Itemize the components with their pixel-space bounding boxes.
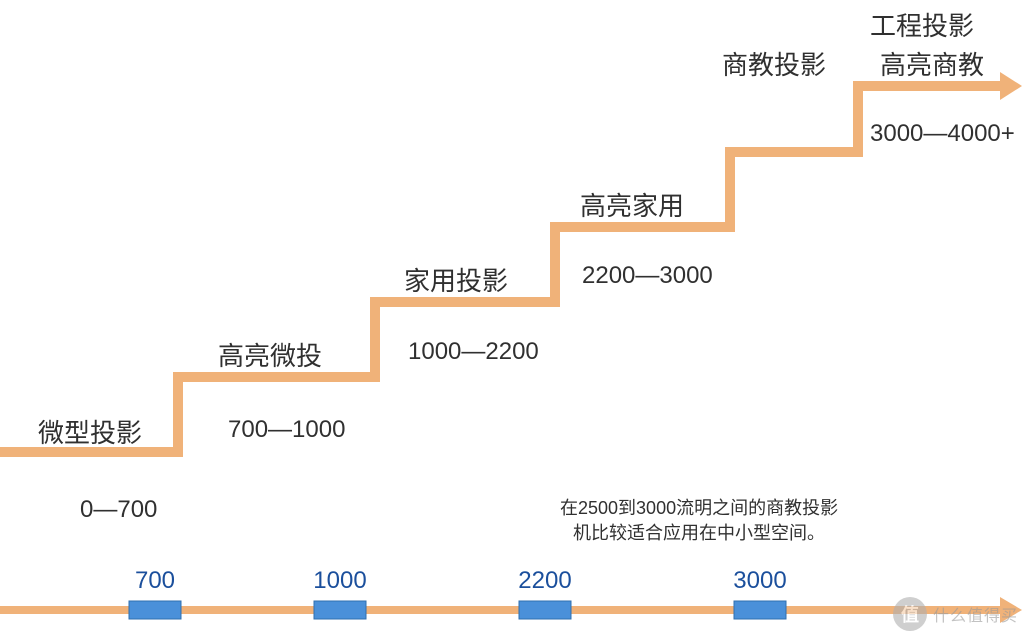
axis-tick-box [734,601,786,619]
footnote: 在2500到3000流明之间的商教投影 机比较适合应用在中小型空间。 [560,496,838,546]
step-range: 700—1000 [228,416,345,444]
diagram-stage: 微型投影 0—700 高亮微投 700—1000 家用投影 1000—2200 高亮家用 22… [0,0,1024,637]
footnote-line-2: 机比较适合应用在中小型空间。 [560,521,838,546]
svg-layer [0,0,1024,637]
step-category: 高亮家用 [580,186,684,223]
step-category: 工程投影 [870,6,974,43]
watermark-badge-icon: 值 [893,597,927,631]
axis-tick-box [314,601,366,619]
stair-arrow-icon [1000,72,1022,100]
step-category: 高亮商教 [880,45,984,82]
axis-tick-label: 3000 [733,567,786,595]
step-category: 商教投影 [722,45,826,82]
step-range: 3000—4000+ [870,120,1015,148]
axis-tick-box [129,601,181,619]
axis-tick-box [519,601,571,619]
step-range: 0—700 [80,496,157,524]
axis-tick-label: 700 [135,567,175,595]
step-range: 2200—3000 [582,262,713,290]
footnote-line-1: 在2500到3000流明之间的商教投影 [560,496,838,521]
step-range: 1000—2200 [408,338,539,366]
watermark: 值 什么值得买 [893,597,1018,631]
axis-tick-label: 1000 [313,567,366,595]
axis-tick-label: 2200 [518,567,571,595]
watermark-text: 什么值得买 [933,602,1018,626]
step-category: 微型投影 [38,413,142,450]
step-category: 家用投影 [404,261,508,298]
step-category: 高亮微投 [218,336,322,373]
